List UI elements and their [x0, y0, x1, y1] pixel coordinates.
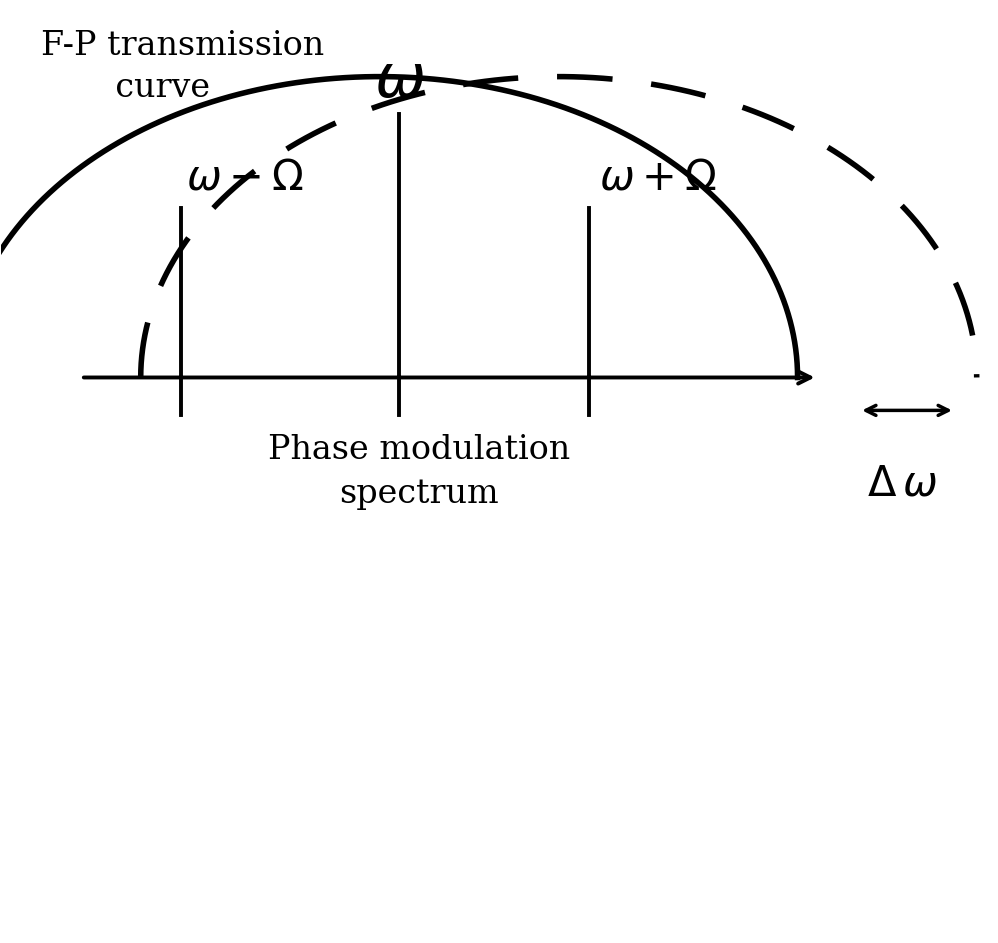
- Text: $\omega-\Omega$: $\omega-\Omega$: [186, 157, 303, 199]
- Text: F-P transmission
       curve: F-P transmission curve: [41, 29, 324, 104]
- Text: $\omega$: $\omega$: [374, 50, 425, 109]
- Text: $\omega+\Omega$: $\omega+\Omega$: [599, 157, 717, 199]
- Text: Phase modulation
spectrum: Phase modulation spectrum: [268, 434, 571, 510]
- Text: $\Delta\,\omega$: $\Delta\,\omega$: [867, 462, 937, 505]
